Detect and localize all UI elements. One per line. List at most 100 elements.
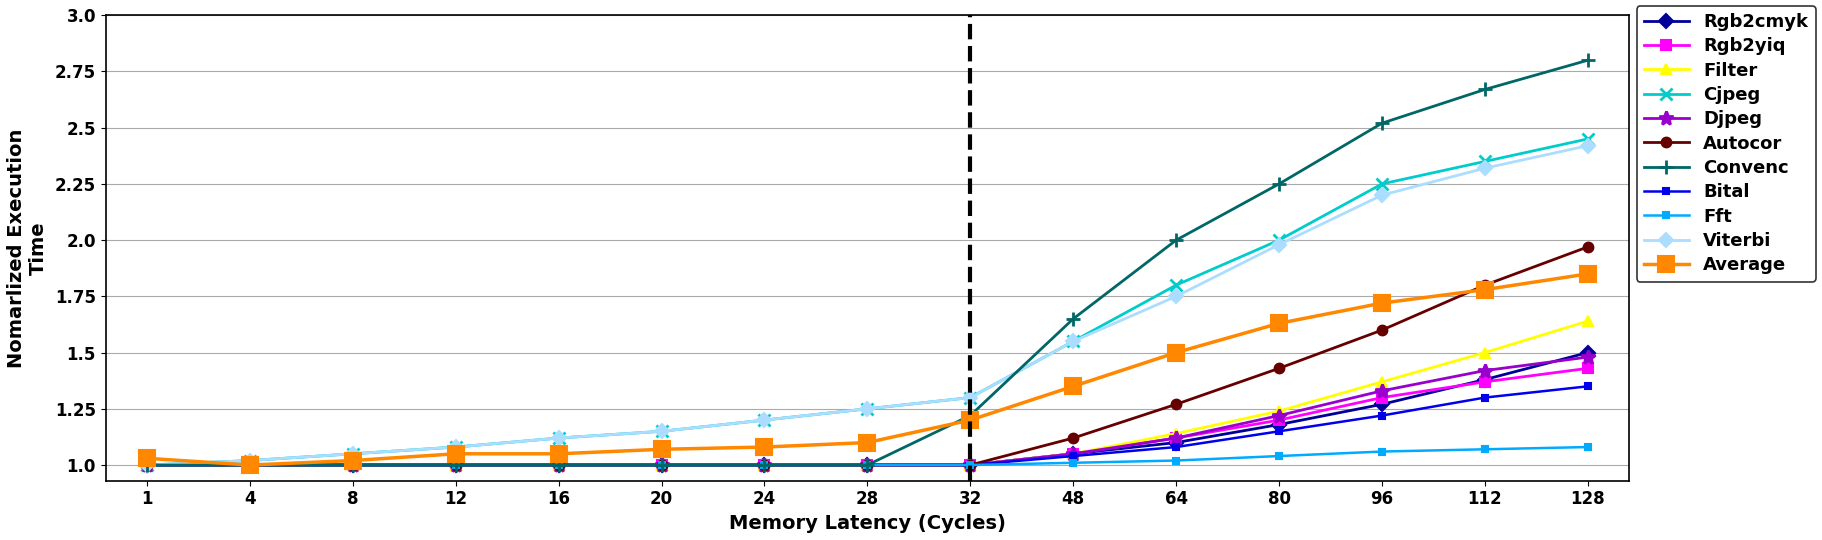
Cjpeg <box>650 428 672 435</box>
Rgb2cmyk <box>1370 401 1392 408</box>
Djpeg <box>548 462 570 468</box>
Viterbi <box>548 435 570 441</box>
Convenc <box>1576 57 1598 64</box>
Autocor <box>960 462 982 468</box>
Convenc <box>1062 315 1084 322</box>
Viterbi <box>343 450 364 457</box>
Fft <box>856 462 878 468</box>
Legend: Rgb2cmyk, Rgb2yiq, Filter, Cjpeg, Djpeg, Autocor, Convenc, Bital, Fft, Viterbi, : Rgb2cmyk, Rgb2yiq, Filter, Cjpeg, Djpeg,… <box>1636 6 1815 281</box>
Rgb2cmyk <box>137 462 159 468</box>
Rgb2cmyk <box>856 462 878 468</box>
Convenc <box>1370 120 1392 126</box>
Autocor <box>650 462 672 468</box>
Bital <box>137 462 159 468</box>
Viterbi <box>1474 165 1496 171</box>
Rgb2cmyk <box>1062 450 1084 457</box>
Djpeg <box>1474 367 1496 374</box>
Line: Viterbi: Viterbi <box>142 141 1592 470</box>
Line: Filter: Filter <box>142 316 1592 470</box>
Viterbi <box>650 428 672 435</box>
Bital <box>650 462 672 468</box>
Rgb2yiq <box>856 462 878 468</box>
Cjpeg <box>548 435 570 441</box>
Average <box>856 440 878 446</box>
Viterbi <box>1370 192 1392 198</box>
Average <box>960 417 982 423</box>
Line: Convenc: Convenc <box>140 53 1594 472</box>
Filter <box>445 462 466 468</box>
Djpeg <box>650 462 672 468</box>
Djpeg <box>1062 450 1084 457</box>
Autocor <box>445 462 466 468</box>
Rgb2cmyk <box>1268 421 1290 428</box>
Cjpeg <box>445 444 466 450</box>
Fft <box>960 462 982 468</box>
Average <box>1576 271 1598 277</box>
Bital <box>1062 453 1084 460</box>
Average <box>1474 286 1496 293</box>
Cjpeg <box>1370 181 1392 187</box>
Rgb2cmyk <box>548 462 570 468</box>
Viterbi <box>445 444 466 450</box>
Rgb2yiq <box>1576 365 1598 372</box>
Convenc <box>1268 181 1290 187</box>
Djpeg <box>1576 354 1598 360</box>
Cjpeg <box>1166 282 1188 288</box>
Viterbi <box>1166 293 1188 300</box>
Average <box>343 457 364 464</box>
Fft <box>445 462 466 468</box>
Fft <box>239 462 261 468</box>
Average <box>1370 300 1392 306</box>
Cjpeg <box>1576 136 1598 142</box>
Fft <box>1474 446 1496 453</box>
Filter <box>1474 349 1496 356</box>
Bital <box>1576 383 1598 389</box>
Djpeg <box>343 462 364 468</box>
Line: Cjpeg: Cjpeg <box>140 133 1594 471</box>
Rgb2yiq <box>754 462 776 468</box>
Autocor <box>1370 327 1392 333</box>
Line: Fft: Fft <box>144 443 1591 469</box>
Bital <box>239 462 261 468</box>
Filter <box>1576 318 1598 325</box>
Fft <box>650 462 672 468</box>
Convenc <box>239 462 261 468</box>
Filter <box>239 462 261 468</box>
Filter <box>1370 379 1392 385</box>
Bital <box>754 462 776 468</box>
Filter <box>960 462 982 468</box>
Filter <box>1166 430 1188 437</box>
Convenc <box>137 462 159 468</box>
Filter <box>137 462 159 468</box>
Convenc <box>650 462 672 468</box>
Viterbi <box>1576 143 1598 149</box>
Fft <box>1370 448 1392 455</box>
Convenc <box>343 462 364 468</box>
Rgb2yiq <box>445 462 466 468</box>
Rgb2yiq <box>137 462 159 468</box>
Djpeg <box>960 462 982 468</box>
Convenc <box>960 413 982 419</box>
Filter <box>856 462 878 468</box>
Filter <box>1062 450 1084 457</box>
Fft <box>548 462 570 468</box>
Filter <box>1268 408 1290 414</box>
Rgb2yiq <box>960 462 982 468</box>
Rgb2cmyk <box>239 462 261 468</box>
Autocor <box>856 462 878 468</box>
Autocor <box>1268 365 1290 372</box>
Rgb2cmyk <box>960 462 982 468</box>
Viterbi <box>1268 241 1290 248</box>
Fft <box>137 462 159 468</box>
Autocor <box>1576 244 1598 250</box>
Cjpeg <box>856 406 878 412</box>
Fft <box>1268 453 1290 460</box>
Viterbi <box>754 417 776 423</box>
Viterbi <box>137 462 159 468</box>
Djpeg <box>856 462 878 468</box>
Fft <box>1062 460 1084 466</box>
Convenc <box>548 462 570 468</box>
Djpeg <box>1166 435 1188 441</box>
Average <box>1166 349 1188 356</box>
Autocor <box>239 462 261 468</box>
